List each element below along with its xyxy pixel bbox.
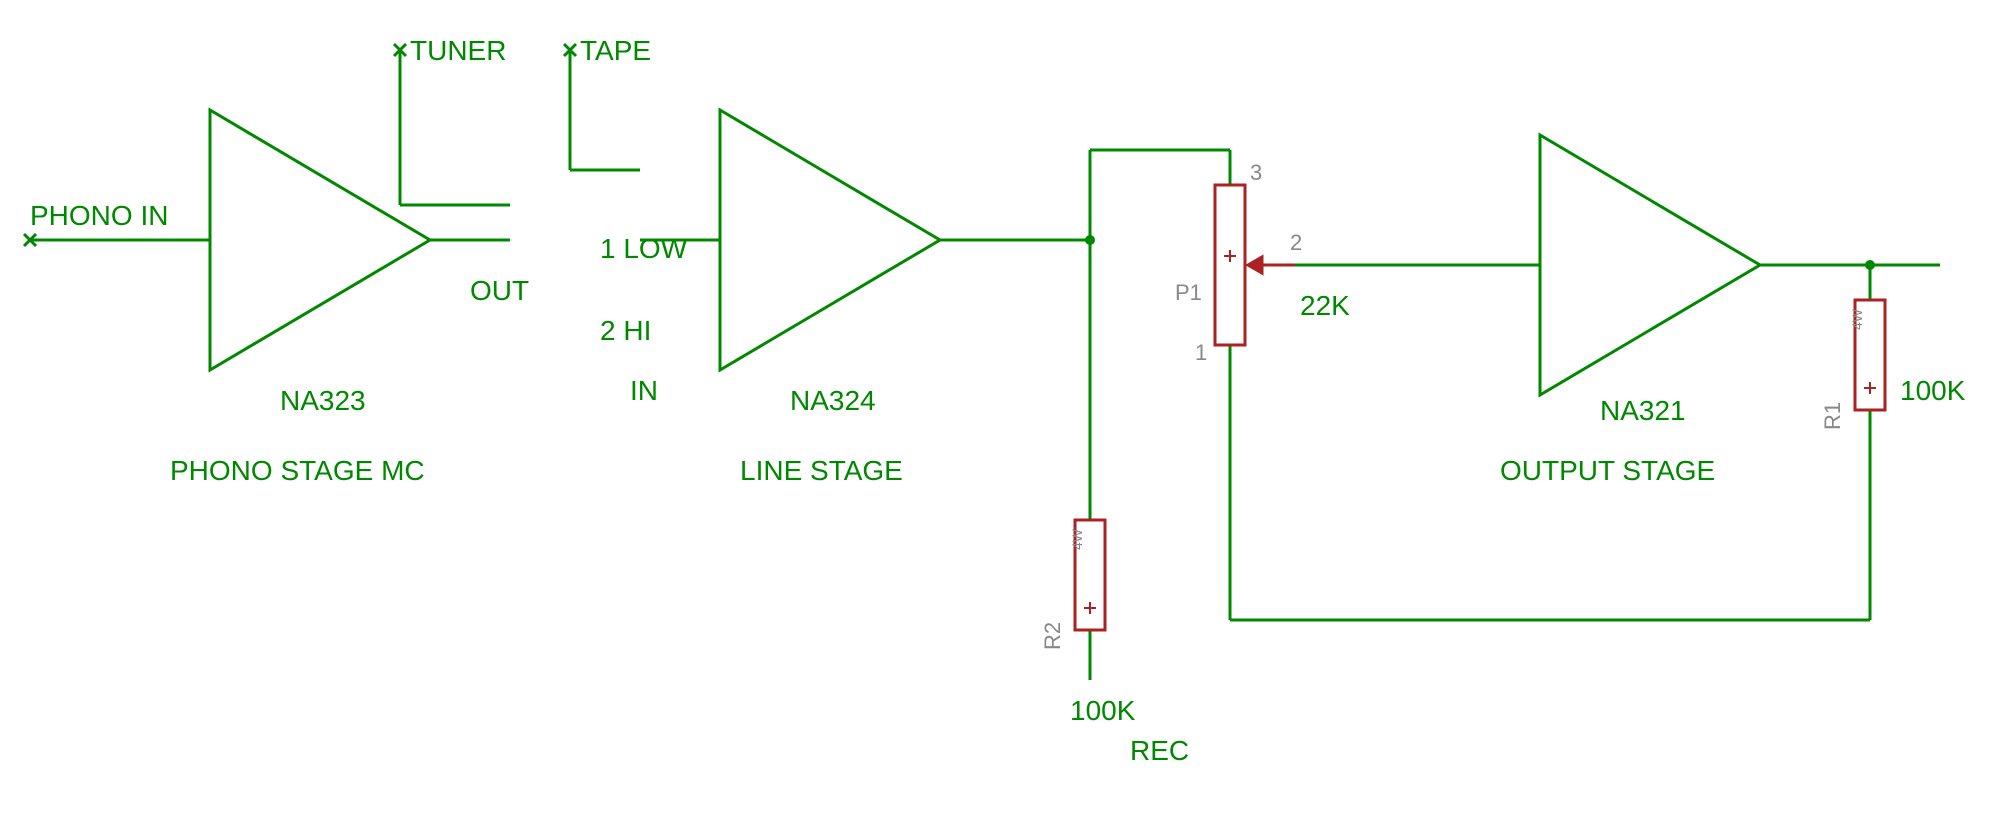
label-in: IN [630,375,658,406]
label-low: 1 LOW [600,233,688,264]
label-phono-in: PHONO IN [30,200,168,231]
label-rec: REC [1130,735,1189,766]
junction-r1-top [1865,260,1875,270]
label-out: OUT [470,275,529,306]
label-na324: NA324 [790,385,876,416]
label-phono-stage: PHONO STAGE MC [170,455,425,486]
label-p1-pin2: 2 [1290,230,1302,255]
label-r1-val: 100K [1900,375,1966,406]
label-r2-val: 100K [1070,695,1136,726]
label-p1-pin1: 1 [1195,340,1207,365]
label-p1-val: 22K [1300,290,1350,321]
label-hi: 2 HI [600,315,651,346]
label-tuner: TUNER [410,35,506,66]
junction-na324-out [1085,235,1095,245]
amp-na323 [210,110,430,370]
pot-p1-body [1215,185,1245,345]
label-r1-rating: 4W [1849,308,1865,330]
label-r2-ref: R2 [1040,622,1065,650]
label-output-stage: OUTPUT STAGE [1500,455,1715,486]
label-p1-ref: P1 [1175,280,1202,305]
label-p1-pin3: 3 [1250,160,1262,185]
amp-na324 [720,110,940,370]
label-line-stage: LINE STAGE [740,455,903,486]
pot-p1-wiper-arrow [1248,257,1295,273]
label-r2-rating: 4W [1069,528,1085,550]
label-r1-ref: R1 [1820,402,1845,430]
label-na321: NA321 [1600,395,1686,426]
amp-na321 [1540,135,1760,395]
label-na323: NA323 [280,385,366,416]
label-tape: TAPE [580,35,651,66]
